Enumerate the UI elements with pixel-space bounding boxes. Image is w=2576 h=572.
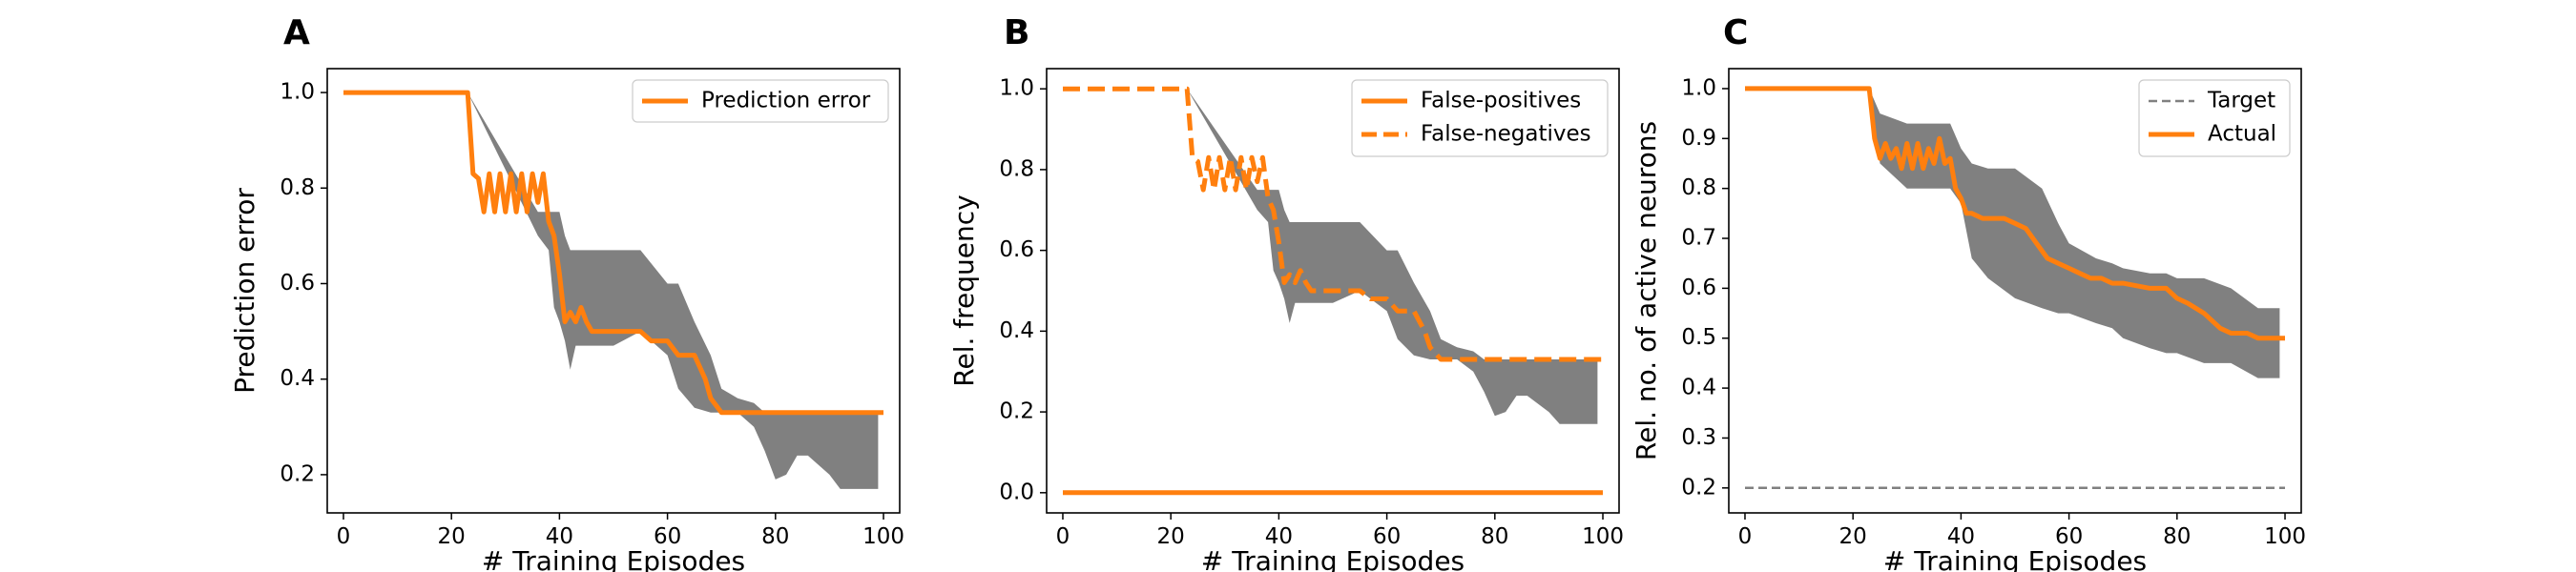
y-tick-label: 0.4 [999,318,1034,343]
variance-band [1187,89,1598,424]
x-tick-label: 20 [1839,524,1867,549]
panel-letter-c: C [1723,13,1748,52]
legend: False-positives False-negatives [1351,79,1609,157]
axes-frame [326,68,901,514]
x-tick-label: 60 [1373,524,1401,549]
x-axis-label: # Training Episodes [1883,545,2147,572]
x-tick-label: 0 [1056,524,1070,549]
legend-box [632,79,889,123]
y-tick-label: 0.7 [1681,226,1716,251]
y-tick-label: 0.8 [999,156,1034,181]
panel-c: C 0 20 40 60 80 100 0.2 0.3 0.4 0.5 0.6 0.7 0.8 0.9 1.0… [1631,13,2306,572]
y-tick-label: 1.0 [999,76,1034,101]
variance-band [467,92,879,489]
y-axis-label: Rel. no. of active neurons [1631,121,1662,460]
legend-label: Actual [2208,122,2276,147]
x-tick-label: 60 [2055,524,2083,549]
variance-band [1869,88,2280,378]
series-line-prediction-error [343,90,883,416]
axes-frame [1046,68,1620,514]
x-tick-label: 40 [1947,524,1975,549]
y-tick-label: 0.2 [1681,475,1716,500]
series-line-actual [1745,86,2285,341]
axes-frame [1728,68,2302,514]
y-tick-label: 0.3 [1681,425,1716,450]
legend-label: False-positives [1421,89,1581,113]
y-tick-label: 0.6 [999,237,1034,262]
x-tick-label: 100 [2264,524,2306,549]
y-tick-label: 0.8 [280,175,315,200]
legend-label: Target [2207,89,2275,113]
y-tick-label: 1.0 [280,80,315,105]
x-tick-label: 80 [761,524,789,549]
x-tick-label: 100 [1582,524,1624,549]
x-tick-label: 20 [438,524,466,549]
legend: Target Actual [2138,79,2291,157]
y-axis-label: Prediction error [229,188,260,394]
x-tick-label: 40 [1265,524,1293,549]
y-tick-label: 0.8 [1681,175,1716,200]
y-tick-label: 0.4 [280,366,315,391]
panel-b: B 0 20 40 60 80 100 0.0 0.2 0.4 0.6 0.8 1.0 # Trainin… [948,13,1624,572]
y-tick-label: 0.4 [1681,376,1716,400]
y-tick-label: 1.0 [1681,75,1716,100]
y-tick-label: 0.6 [1681,276,1716,300]
y-tick-label: 0.9 [1681,126,1716,151]
x-axis-label: # Training Episodes [482,545,745,572]
y-axis-label: Rel. frequency [948,194,980,386]
x-tick-label: 100 [862,524,904,549]
x-tick-label: 40 [546,524,573,549]
x-tick-label: 0 [337,524,351,549]
x-tick-label: 0 [1738,524,1753,549]
panel-a: A 0 20 40 60 80 100 0.2 0.4 0.6 0.8 1.0 # Training E… [229,13,904,572]
x-tick-label: 20 [1157,524,1185,549]
legend-box [1351,79,1609,157]
panel-letter-a: A [283,13,310,52]
legend-label: Prediction error [701,89,871,113]
y-tick-label: 0.5 [1681,325,1716,350]
legend: Prediction error [632,79,889,123]
legend-label: False-negatives [1421,122,1591,147]
legend-box [2138,79,2291,157]
series-line-false-negatives [1063,86,1603,362]
x-tick-label: 80 [2163,524,2191,549]
y-tick-label: 0.2 [999,399,1034,424]
x-tick-label: 80 [1481,524,1508,549]
panel-letter-b: B [1004,13,1029,52]
x-axis-label: # Training Episodes [1201,545,1465,572]
y-tick-label: 0.2 [280,461,315,486]
x-tick-label: 60 [654,524,681,549]
y-tick-label: 0.6 [280,271,315,296]
y-tick-label: 0.0 [999,480,1034,504]
